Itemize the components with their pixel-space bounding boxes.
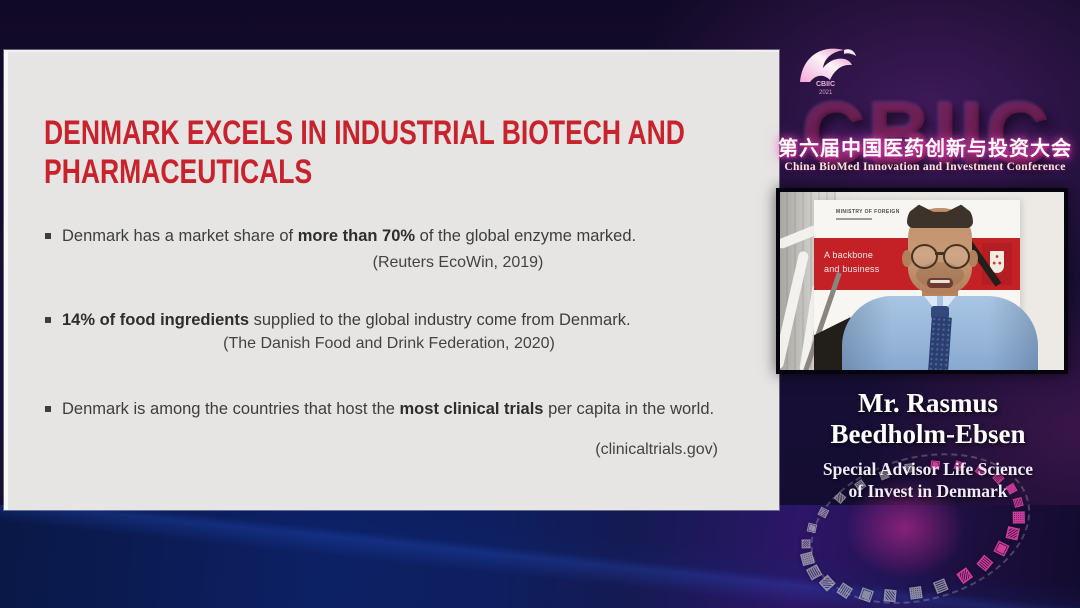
source-clinicaltrials: (clinicaltrials.gov): [595, 441, 718, 458]
presentation-slide: DENMARK EXCELS IN INDUSTRIAL BIOTECH AND…: [4, 50, 779, 510]
bullet-marker-icon: [45, 406, 51, 412]
bullet-text: of the global enzyme marked.: [415, 227, 637, 245]
slide-title-line2: PHARMACEUTICALS: [44, 153, 313, 191]
speaker-hair: [907, 204, 973, 228]
speaker-video-frame: MINISTRY OF FOREIGN A backbone and busin…: [776, 188, 1068, 374]
phoenix-logo-icon: CBIIC 2021: [800, 48, 856, 96]
logo-acronym: CBIIC: [816, 81, 835, 88]
speaker-mouth: [927, 278, 953, 288]
globe-ring-glyph: ▣: [804, 521, 819, 535]
bullet-food-ingredients: 14% of food ingredients supplied to the …: [44, 310, 631, 331]
source-danish-federation: (The Danish Food and Drink Federation, 2…: [223, 335, 555, 352]
bullet-text: per capita in the world.: [543, 400, 715, 418]
globe-ring-glyph: ▧: [882, 587, 898, 606]
speaker-name: Mr. Rasmus Beedholm-Ebsen: [775, 388, 1080, 450]
globe-ring-glyph: ▧: [799, 538, 813, 550]
banner-subheader-line: [836, 218, 872, 220]
speaker-role-line1: Special Advisor Life Science: [822, 459, 1034, 479]
globe-ring-glyph: ▤: [931, 575, 951, 597]
speaker-name-line2: Beedholm-Ebsen: [830, 419, 1026, 449]
speaker-name-line1: Mr. Rasmus: [857, 388, 998, 418]
banner-header-text: MINISTRY OF FOREIGN: [836, 209, 900, 215]
glasses-lens: [943, 244, 970, 269]
bullet-text: Denmark is among the countries that host…: [62, 400, 400, 418]
conference-title-en: China BioMed Innovation and Investment C…: [784, 161, 1066, 173]
speaker-role-line2: of Invest in Denmark: [848, 481, 1008, 501]
bullet-text-bold: most clinical trials: [399, 400, 544, 418]
bullet-enzyme-market: Denmark has a market share of more than …: [44, 226, 636, 247]
shield-icon: [990, 251, 1004, 273]
bullet-text-bold: 14% of food ingredients: [62, 311, 250, 329]
globe-ring-glyph: ▨: [954, 565, 976, 588]
globe-ring-glyph: ▦: [1010, 510, 1028, 525]
slide-title-line1: DENMARK EXCELS IN INDUSTRIAL BIOTECH AND: [44, 114, 685, 152]
speaker-video: MINISTRY OF FOREIGN A backbone and busin…: [780, 192, 1064, 370]
bullet-marker-icon: [45, 233, 51, 239]
banner-slogan-line1: A backbone: [824, 250, 874, 260]
cbiic-watermark: CBIIC: [802, 84, 1053, 183]
globe-ring-glyph: ▣: [856, 585, 876, 607]
conference-title-cn: 第六届中国医药创新与投资大会: [778, 138, 1072, 160]
glasses-bridge: [935, 252, 944, 255]
tie-knot: [931, 306, 949, 319]
bullet-text: Denmark has a market share of: [62, 227, 298, 245]
banner-slogan-line2: and business: [824, 264, 880, 274]
speaker-ear: [902, 250, 912, 267]
conference-logo: CBIIC 2021: [794, 38, 864, 98]
speaker-tie: [928, 316, 952, 370]
globe-ring-glyph: ▦: [907, 583, 924, 603]
globe-ring-glyph: ▥: [815, 505, 831, 520]
glasses-lens: [911, 244, 938, 269]
speaker-ear: [968, 250, 978, 267]
globe-ring-glyph: ▧: [1003, 524, 1024, 542]
bullet-marker-icon: [45, 317, 51, 323]
slide-title: DENMARK EXCELS IN INDUSTRIAL BIOTECH AND…: [44, 114, 685, 192]
bullet-text: supplied to the global industry come fro…: [249, 311, 631, 329]
bullet-text-bold: more than 70%: [297, 227, 416, 245]
globe-ring-glyph: ▥: [974, 552, 997, 575]
source-reuters: (Reuters EcoWin, 2019): [372, 254, 544, 271]
speaker-role: Special Advisor Life Science of Invest i…: [775, 458, 1080, 502]
logo-year: 2021: [819, 90, 833, 96]
globe-ring-glyph: ▣: [991, 538, 1014, 559]
bullet-clinical-trials: Denmark is among the countries that host…: [44, 399, 714, 420]
